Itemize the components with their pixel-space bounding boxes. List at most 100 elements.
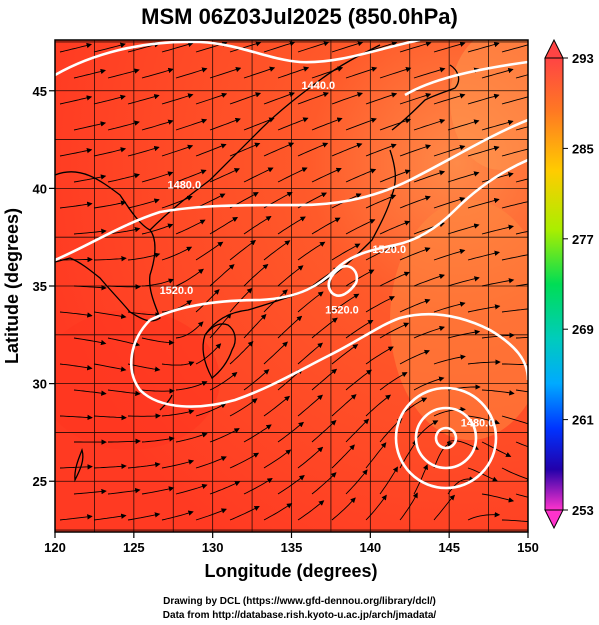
streamline <box>365 41 398 53</box>
streamline <box>365 494 387 521</box>
streamline <box>93 200 127 209</box>
streamline <box>399 92 432 105</box>
streamline <box>59 414 93 421</box>
streamline <box>365 296 395 313</box>
streamline <box>501 308 528 313</box>
streamline <box>209 66 242 79</box>
streamline <box>127 145 160 157</box>
streamline <box>515 126 528 131</box>
streamline <box>175 118 208 131</box>
streamline <box>399 144 432 157</box>
streamline <box>481 67 514 79</box>
streamline <box>277 475 305 495</box>
streamline <box>161 93 194 105</box>
streamline <box>311 117 343 131</box>
streamline <box>331 142 363 157</box>
streamline <box>515 389 528 393</box>
streamline <box>277 66 310 79</box>
streamline <box>229 92 262 105</box>
streamline <box>161 246 193 261</box>
streamline <box>297 92 329 105</box>
streamline <box>59 514 93 521</box>
streamline <box>263 92 295 105</box>
streamline <box>467 359 501 365</box>
contour-labels: 1440.0 1480.0 1520.0 1520.0 1520.0 1480.0 <box>160 80 495 430</box>
streamline <box>297 500 325 521</box>
streamline <box>263 41 296 53</box>
streamline <box>501 519 528 523</box>
streamline <box>93 255 127 262</box>
streamline <box>195 456 227 469</box>
streamline <box>501 467 528 482</box>
y-axis: 25 30 35 40 45 <box>33 84 55 489</box>
streamline <box>93 414 127 421</box>
streamline <box>277 421 305 443</box>
streamline <box>345 219 376 235</box>
streamline <box>107 173 140 183</box>
x-tick-label: 130 <box>202 540 224 555</box>
streamline <box>515 230 528 235</box>
streamline <box>481 389 515 396</box>
streamline <box>209 312 232 339</box>
streamline <box>467 250 500 261</box>
geopotential-contours <box>55 40 528 490</box>
streamline <box>107 487 141 495</box>
streamline <box>59 95 93 105</box>
streamline <box>413 464 428 495</box>
streamline <box>141 171 174 183</box>
streamline <box>107 226 141 235</box>
streamline <box>59 148 93 157</box>
streamline <box>73 174 107 183</box>
streamline <box>93 513 127 521</box>
streamline <box>331 444 355 469</box>
streamline <box>209 264 235 287</box>
streamline <box>331 497 356 521</box>
map-title: MSM 06Z03Jul2025 (850.0hPa) <box>141 4 458 29</box>
streamline <box>433 441 453 469</box>
streamline <box>243 117 275 131</box>
streamline <box>127 413 161 419</box>
streamline <box>297 291 324 313</box>
streamline <box>413 118 446 131</box>
streamline <box>297 142 329 157</box>
contour-label: 1480.0 <box>167 179 201 191</box>
streamline <box>73 228 107 235</box>
streamline <box>481 119 514 131</box>
streamline <box>229 452 260 469</box>
warm-patch <box>450 40 528 170</box>
streamline <box>467 467 499 482</box>
streamline <box>345 117 377 131</box>
streamline <box>93 147 127 157</box>
streamline <box>195 343 222 365</box>
y-tick-label: 25 <box>33 474 47 489</box>
streamline <box>297 342 324 365</box>
streamline <box>277 117 309 131</box>
streamline <box>311 317 338 339</box>
streamline <box>229 340 254 365</box>
streamline <box>127 311 161 318</box>
streamline <box>263 142 295 157</box>
streamline <box>277 216 306 235</box>
streamline <box>73 68 106 79</box>
contour-label: 1480.0 <box>461 418 495 430</box>
streamline <box>467 41 500 53</box>
streamline <box>365 92 398 105</box>
streamline <box>345 269 375 287</box>
streamline <box>243 263 269 287</box>
streamline <box>243 424 272 443</box>
streamline <box>161 195 193 209</box>
streamline <box>467 511 501 521</box>
streamline <box>141 486 175 495</box>
streamline <box>229 398 258 417</box>
colorbar-tick-label: 293 <box>572 51 594 66</box>
streamline <box>433 406 466 417</box>
streamline <box>433 354 466 365</box>
streamline <box>311 472 337 495</box>
streamline <box>447 171 480 183</box>
streamline <box>195 289 220 313</box>
streamline <box>195 143 227 157</box>
streamline <box>399 247 431 261</box>
streamline <box>93 311 127 319</box>
streamline <box>175 169 207 183</box>
